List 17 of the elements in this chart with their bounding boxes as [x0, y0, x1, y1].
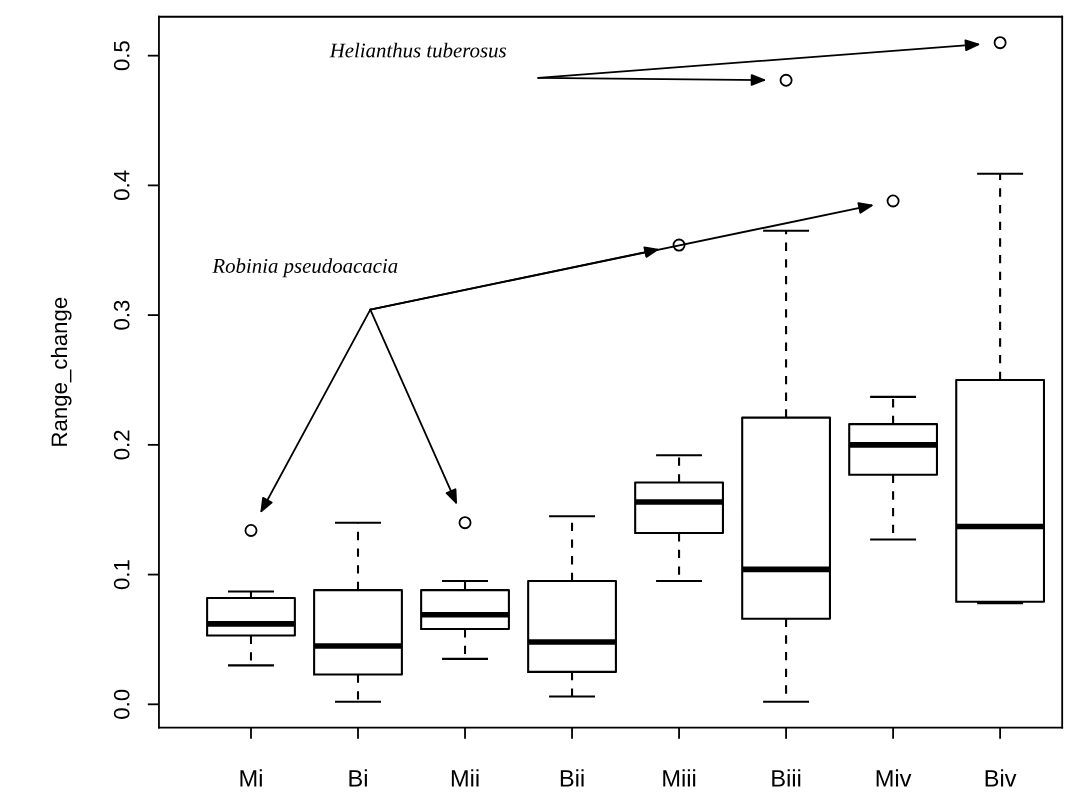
x-tick-label: Mi: [240, 769, 262, 787]
annotation: Robinia pseudoacacia: [212, 258, 398, 278]
y-tick-label: 0.2: [113, 430, 130, 460]
y-tick-label: 0.0: [113, 689, 130, 719]
x-tick-label: Bi: [349, 769, 367, 787]
y-tick-label: 0.3: [113, 300, 130, 330]
x-tick-label: Mii: [451, 769, 479, 787]
y-tick-label: 0.5: [113, 41, 130, 71]
x-tick-label: Miii: [663, 769, 696, 787]
y-tick-label: 0.1: [113, 560, 130, 590]
y-axis-title: Range_change: [50, 297, 72, 446]
x-tick-label: Bii: [560, 769, 584, 787]
y-tick-label: 0.4: [113, 170, 130, 200]
x-tick-label: Biv: [985, 769, 1017, 787]
x-tick-label: Biii: [772, 769, 801, 787]
x-tick-label: Miv: [876, 769, 912, 787]
annotation: Helianthus tuberosus: [329, 42, 506, 58]
